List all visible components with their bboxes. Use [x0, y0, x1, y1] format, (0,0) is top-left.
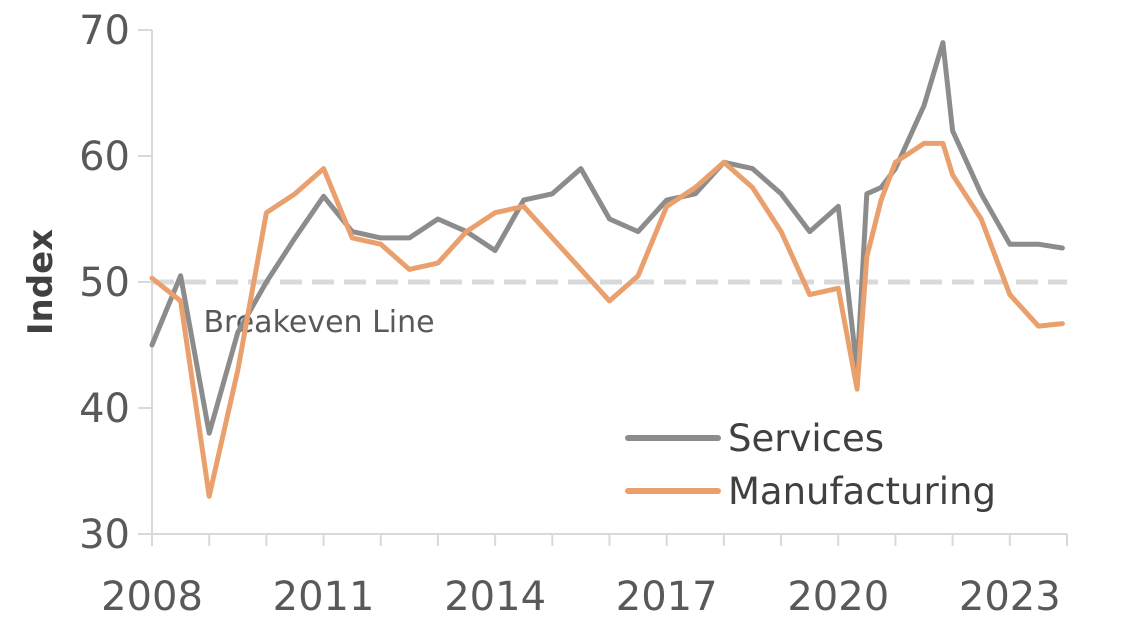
- breakeven-reference: Breakeven Line: [152, 279, 1067, 340]
- x-tick-label: 2011: [273, 574, 375, 620]
- x-axis: 2008 2011 2014 2017 2020 2023: [101, 533, 1068, 620]
- x-tick-label: 2014: [444, 574, 546, 620]
- series-line-services: [149, 40, 1065, 436]
- y-tick-label: 40: [79, 386, 130, 432]
- x-tick-label: 2020: [787, 574, 889, 620]
- y-tick-label: 60: [79, 134, 130, 180]
- y-axis: 30 40 50 60 70: [79, 8, 153, 558]
- x-tick-label: 2008: [101, 574, 203, 620]
- legend-label-manufacturing: Manufacturing: [728, 470, 996, 513]
- legend-label-services: Services: [728, 417, 884, 460]
- x-tick-label: 2023: [959, 574, 1061, 620]
- legend: Services Manufacturing: [625, 417, 996, 513]
- series-lines: [149, 40, 1065, 499]
- y-axis-label: Index: [21, 229, 61, 335]
- x-tick-label: 2017: [616, 574, 718, 620]
- y-tick-label: 70: [79, 8, 130, 54]
- series-line-manufacturing: [149, 140, 1065, 499]
- y-tick-label: 30: [79, 512, 130, 558]
- y-tick-label: 50: [79, 260, 130, 306]
